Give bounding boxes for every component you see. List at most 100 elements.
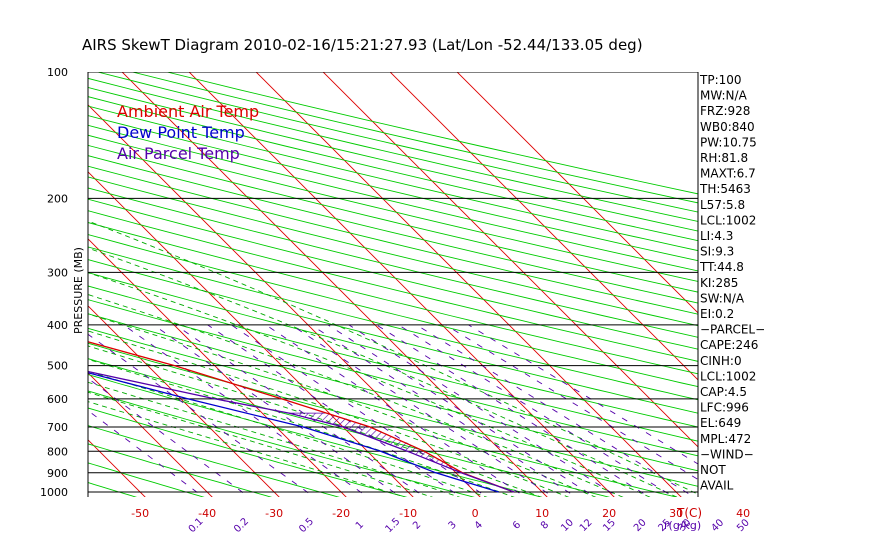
mixing-ratio-tick-label: 20: [632, 517, 649, 534]
index-item: WB0:840: [700, 120, 755, 134]
isotherm-line: [88, 305, 280, 497]
series-line-dew-point-temp: [88, 372, 499, 493]
index-item: CAPE:246: [700, 338, 758, 352]
moist-adiabat-line: [88, 401, 407, 497]
bottom-temp-tick-label: 40: [736, 507, 750, 520]
mixing-ratio-tick-label: 2: [411, 520, 423, 532]
index-item: KI:285: [700, 276, 738, 290]
index-item: MPL:472: [700, 432, 751, 446]
isotherm-line: [456, 72, 698, 314]
mixing-ratio-unit: r(g/kg): [664, 519, 701, 532]
dry-adiabat-line: [88, 443, 273, 497]
moist-adiabat-line: [88, 345, 543, 497]
pressure-tick-label: 400: [47, 319, 68, 332]
mixing-ratio-line: [468, 324, 698, 465]
dry-adiabat-line: [88, 155, 698, 304]
legend-entry: Air Parcel Temp: [117, 144, 240, 163]
moist-adiabat-line: [88, 247, 678, 497]
pressure-tick-label: 1000: [40, 486, 68, 499]
dry-adiabat-line: [88, 187, 698, 338]
bottom-temp-tick-label: 10: [535, 507, 549, 520]
index-item: SI:9.3: [700, 245, 734, 259]
isotherm-line: [88, 372, 213, 497]
pressure-tick-label: 800: [47, 445, 68, 458]
bottom-temp-tick-label: 30: [669, 507, 683, 520]
mixing-ratio-line: [207, 324, 462, 497]
index-item: CINH:0: [700, 354, 742, 368]
dry-adiabat-line: [166, 72, 698, 195]
index-item: LI:4.3: [700, 229, 733, 243]
mixing-ratio-tick-label: 40: [709, 517, 726, 534]
mixing-ratio-tick-label: 0.5: [297, 516, 316, 535]
series-line-air-parcel-temp: [88, 370, 515, 493]
pressure-tick-label: 700: [47, 421, 68, 434]
dry-adiabat-line: [88, 105, 698, 252]
mixing-ratio-line: [290, 324, 555, 497]
dry-adiabat-line: [88, 425, 340, 497]
index-item: MW:N/A: [700, 89, 748, 103]
legend: Ambient Air Temp Dew Point Temp Air Parcel…: [117, 102, 259, 163]
dry-adiabat-line: [88, 115, 698, 262]
dry-adiabat-line: [88, 342, 678, 497]
bottom-temp-tick-label: -10: [399, 507, 417, 520]
mixing-ratio-tick-label: 6: [511, 519, 523, 531]
mixing-ratio-line: [153, 324, 402, 497]
index-item: AVAIL: [700, 479, 734, 493]
dry-adiabat-line: [88, 327, 698, 487]
bottom-temp-tick-label: 0: [472, 507, 479, 520]
index-item: −PARCEL−: [700, 323, 765, 337]
bottom-temp-tick-label: -50: [131, 507, 149, 520]
index-item: LCL:1002: [700, 369, 756, 383]
mixing-ratio-tick-label: 0.2: [232, 516, 251, 535]
isotherm-line: [0, 63, 15, 501]
pressure-tick-label: 500: [47, 360, 68, 373]
index-item: L57:5.8: [700, 198, 745, 212]
dry-adiabat-line: [88, 272, 698, 428]
chart-title: AIRS SkewT Diagram 2010-02-16/15:21:27.9…: [82, 36, 643, 54]
pressure-tick-label: 900: [47, 467, 68, 480]
dry-adiabat-line: [88, 198, 698, 350]
index-item: SW:N/A: [700, 291, 745, 305]
dry-adiabat-line: [88, 358, 611, 497]
isotherm-line: [188, 72, 615, 497]
index-item: LCL:1002: [700, 213, 756, 227]
dry-adiabat-line: [88, 176, 698, 327]
mixing-ratio-line: [327, 324, 596, 497]
isotherm-line: [322, 72, 698, 448]
index-item: PW:10.75: [700, 135, 757, 149]
index-item: TT:44.8: [699, 260, 744, 274]
dry-adiabat-line: [88, 134, 698, 282]
legend-entry: Dew Point Temp: [117, 123, 245, 142]
dry-adiabat-line: [0, 72, 13, 501]
pressure-tick-label: 200: [47, 192, 68, 205]
isotherm-line: [121, 72, 548, 497]
index-item: CAP:4.5: [700, 385, 747, 399]
mixing-ratio-line: [123, 324, 369, 497]
mixing-ratio-tick-label: 1: [354, 519, 366, 531]
bottom-temp-tick-label: -40: [198, 507, 216, 520]
index-item: −WIND−: [700, 447, 754, 461]
index-item: TH:5463: [699, 182, 751, 196]
mixing-ratio-line: [265, 324, 527, 497]
isotherm-line: [389, 72, 698, 381]
dry-adiabat-line: [88, 210, 698, 362]
moist-adiabat-line: [88, 220, 698, 495]
bottom-temp-tick-label: 20: [602, 507, 616, 520]
mixing-ratio-tick-label: 10: [559, 517, 576, 534]
bottom-temp-tick-label: -30: [265, 507, 283, 520]
dry-adiabat-line: [88, 259, 698, 414]
dry-adiabat-line: [0, 72, 81, 501]
plot-grid: [0, 63, 698, 501]
isotherm-line: [0, 63, 82, 501]
dry-adiabat-line: [88, 124, 698, 272]
dry-adiabat-line: [88, 374, 543, 497]
dry-adiabat-line: [88, 222, 698, 375]
pressure-tick-label: 100: [47, 66, 68, 79]
pressure-tick-label: 300: [47, 266, 68, 279]
bottom-temp-tick-label: -20: [332, 507, 350, 520]
moist-adiabat-line: [88, 294, 624, 497]
legend-entry: Ambient Air Temp: [117, 102, 259, 121]
x-axis-unit: T(C): [676, 506, 702, 520]
mixing-ratio-tick-label: 8: [539, 519, 551, 531]
